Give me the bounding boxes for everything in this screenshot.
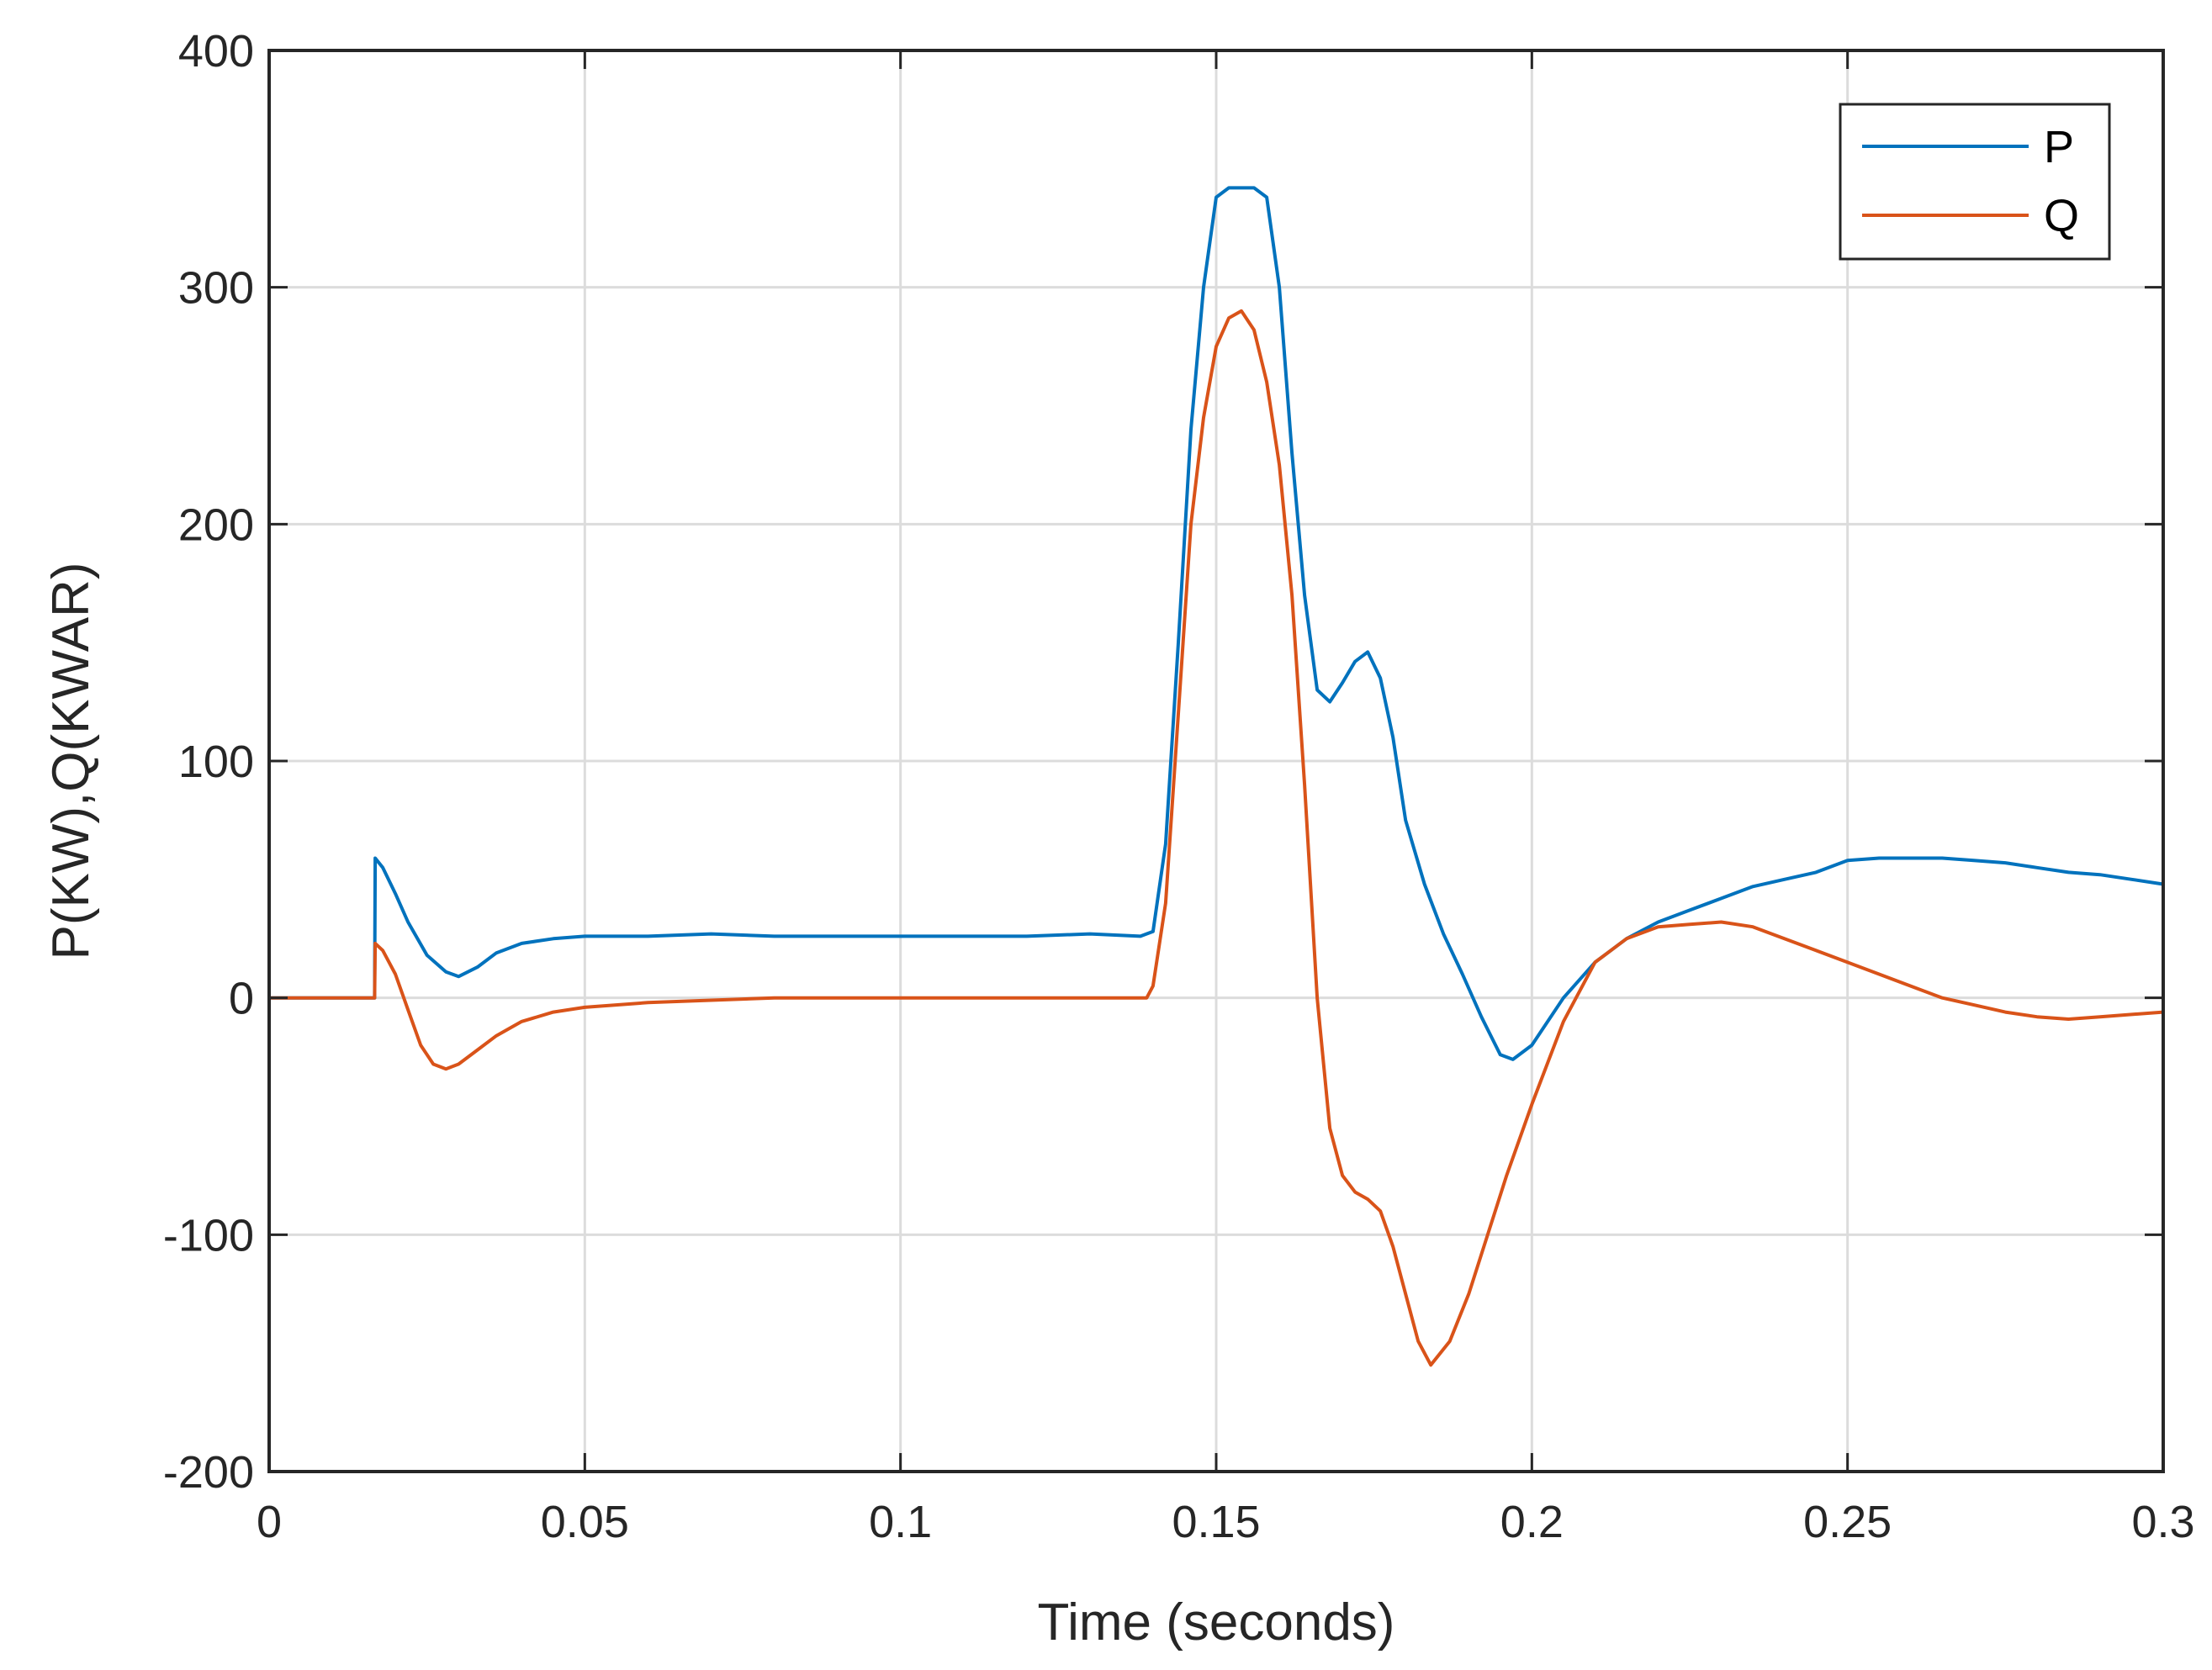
y-tick-label: 300: [178, 263, 254, 314]
x-tick-label: 0: [257, 1497, 282, 1547]
x-tick-label: 0.2: [1500, 1497, 1564, 1547]
y-tick-label: 400: [178, 26, 254, 77]
y-tick-label: -100: [163, 1210, 254, 1260]
legend: P Q: [1839, 103, 2111, 261]
x-tick-label: 0.25: [1803, 1497, 1892, 1547]
y-tick-label: 0: [229, 974, 254, 1024]
series-line-p: [269, 186, 2164, 1061]
x-tick-label: 0.15: [1172, 1497, 1260, 1547]
x-axis-label: Time (seconds): [1038, 1593, 1395, 1652]
ticks: 0 0.05 0.1 0.15 0.2 0.25 0.3 -200 -100 0 100 200 300…: [163, 26, 2195, 1547]
x-tick-label: 0.1: [869, 1497, 932, 1547]
legend-label-q: Q: [2044, 191, 2079, 241]
series-line-q: [269, 309, 2164, 1367]
x-tick-label: 0.3: [2131, 1497, 2194, 1547]
legend-box: [1839, 103, 2111, 261]
x-tick-label: 0.05: [541, 1497, 629, 1547]
y-tick-label: -200: [163, 1447, 254, 1498]
y-axis-label: P(KW),Q(KWAR): [42, 563, 100, 960]
y-tick-label: 200: [178, 499, 254, 550]
legend-label-p: P: [2044, 122, 2074, 172]
series-layer: [269, 186, 2164, 1367]
y-tick-label: 100: [178, 737, 254, 787]
